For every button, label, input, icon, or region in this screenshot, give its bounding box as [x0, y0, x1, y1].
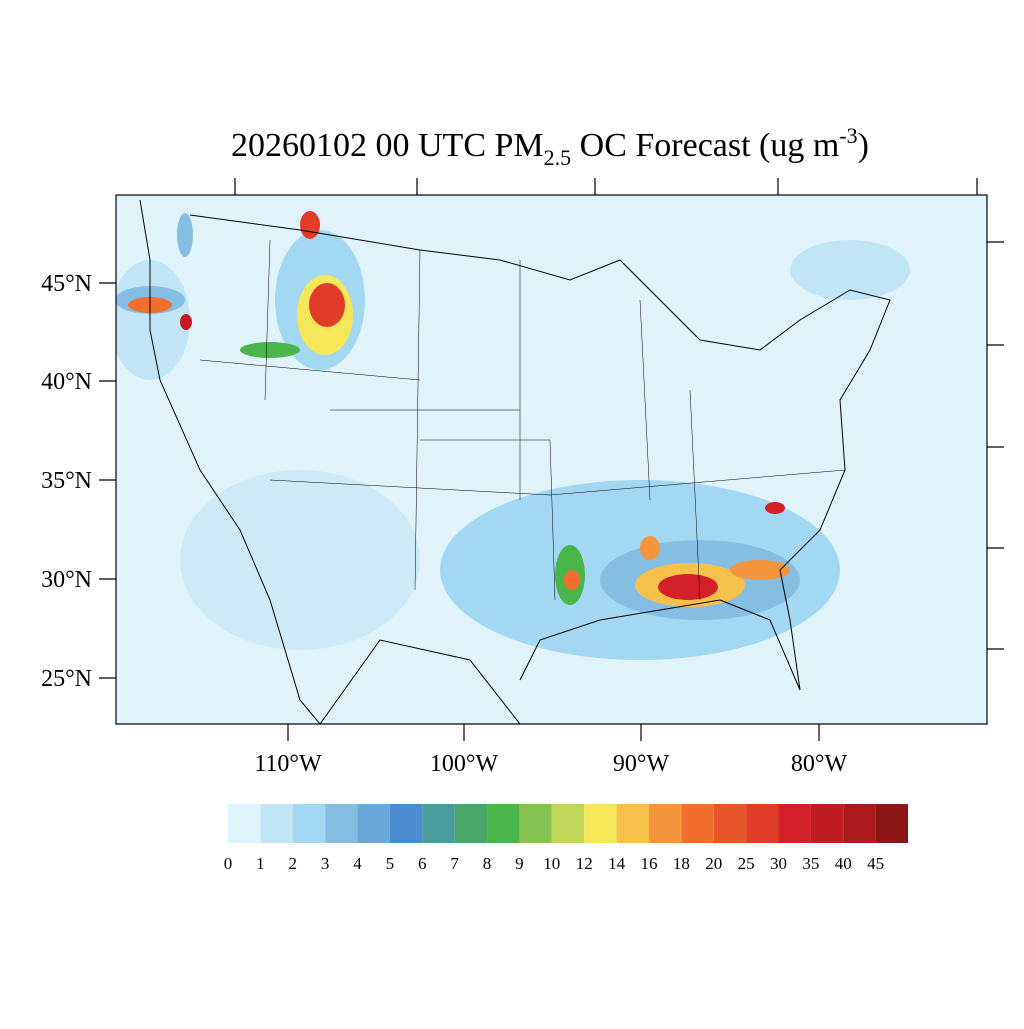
title: 20260102 00 UTC PM2.5 OC Forecast (ug m-…	[231, 123, 869, 170]
latitude-label: 35°N	[41, 468, 92, 494]
colorbar-box	[325, 804, 358, 843]
colorbar-box	[454, 804, 488, 843]
map-frame	[115, 194, 988, 725]
colorbar-label: 7	[450, 854, 459, 873]
colorbar-box	[487, 804, 520, 843]
colorbar-box	[713, 804, 747, 843]
colorbar-box	[843, 804, 876, 843]
colorbar-box	[551, 804, 585, 843]
colorbar-box	[389, 804, 423, 843]
colorbar-box	[584, 804, 617, 843]
colorbar-label: 6	[418, 854, 427, 873]
colorbar-box	[422, 804, 455, 843]
tick-marks	[99, 178, 1004, 741]
latitude-label: 25°N	[41, 666, 92, 692]
longitude-label: 110°W	[254, 751, 322, 777]
colorbar-box	[260, 804, 293, 843]
longitude-label: 100°W	[430, 751, 499, 777]
title-main: 20260102 00 UTC PM	[231, 127, 544, 164]
colorbar-label: 45	[867, 854, 884, 873]
colorbar-label: 8	[483, 854, 492, 873]
latitude-label: 40°N	[41, 369, 92, 395]
longitude-label: 90°W	[613, 751, 670, 777]
colorbar-box	[810, 804, 844, 843]
latitude-label: 45°N	[41, 271, 92, 297]
colorbar-label: 5	[386, 854, 395, 873]
colorbar-box	[875, 804, 908, 843]
concentration-field	[116, 199, 910, 724]
colorbar-label: 14	[608, 854, 626, 873]
colorbar-label: 25	[738, 854, 755, 873]
colorbar-box	[648, 804, 682, 843]
title-subscript: 2.5	[544, 145, 572, 170]
title-superscript: -3	[839, 123, 857, 148]
colorbar-label: 2	[289, 854, 298, 873]
colorbar-label: 40	[835, 854, 852, 873]
colorbar-box	[681, 804, 714, 843]
colorbar-box	[357, 804, 390, 843]
colorbar-label: 16	[640, 854, 657, 873]
colorbar-label: 3	[321, 854, 330, 873]
colorbar-label: 30	[770, 854, 787, 873]
colorbar-box	[292, 804, 326, 843]
colorbar-box	[616, 804, 649, 843]
colorbar-label: 12	[576, 854, 593, 873]
colorbar-label: 10	[543, 854, 560, 873]
colorbar-label: 18	[673, 854, 690, 873]
title-middle: OC Forecast (ug m	[571, 127, 839, 164]
colorbar-label: 35	[802, 854, 819, 873]
colorbar-box	[228, 804, 261, 843]
latitude-label: 30°N	[41, 567, 92, 593]
colorbar-box	[746, 804, 779, 843]
longitude-label: 80°W	[791, 751, 848, 777]
colorbar-box	[519, 804, 552, 843]
colorbar-label: 20	[705, 854, 722, 873]
colorbar-label: 9	[515, 854, 524, 873]
colorbar-label: 1	[256, 854, 265, 873]
colorbar-box	[778, 804, 811, 843]
title-end: )	[858, 127, 869, 164]
colorbar-label: 0	[224, 854, 233, 873]
colorbar-label: 4	[353, 854, 362, 873]
